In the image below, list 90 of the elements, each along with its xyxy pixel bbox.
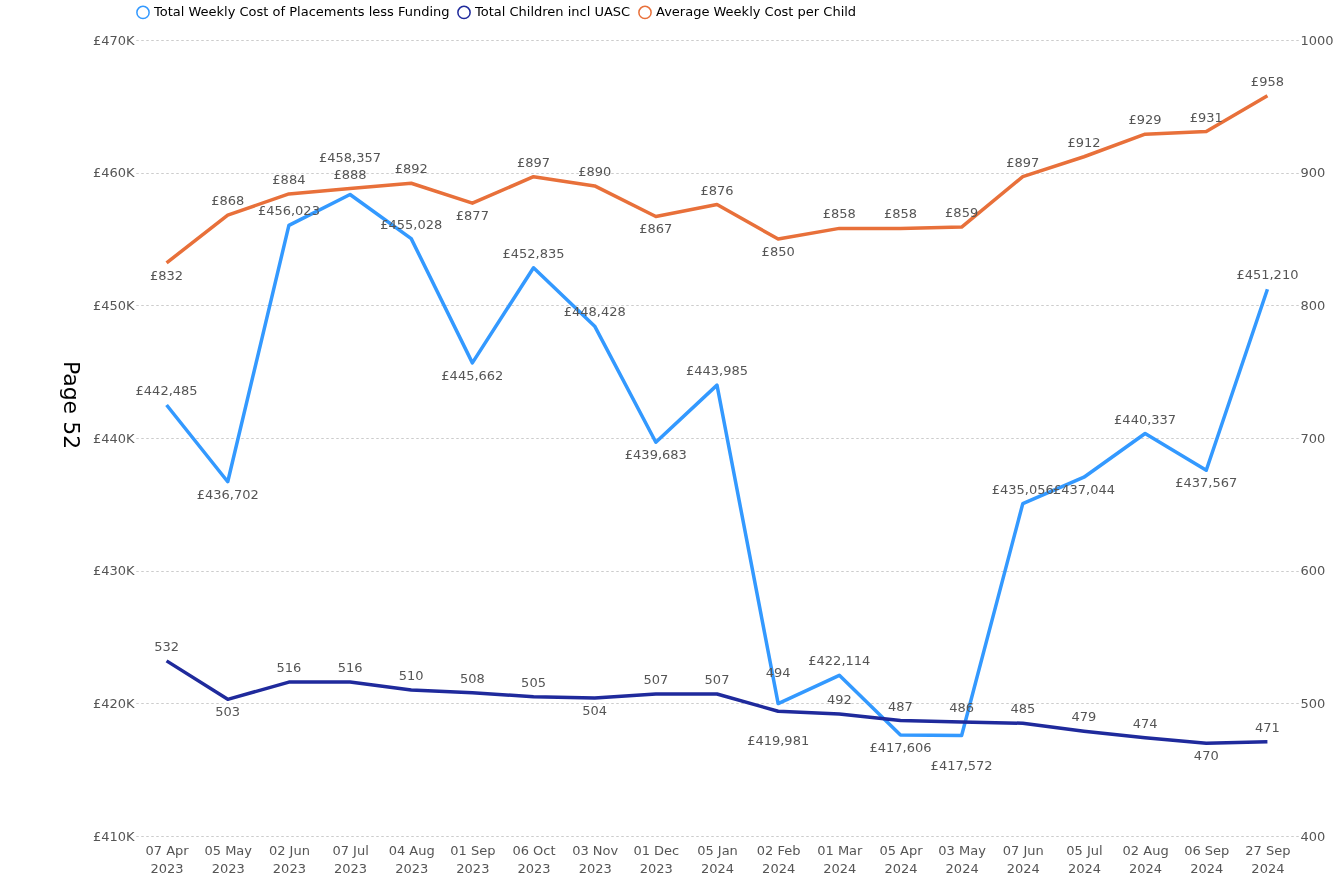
data-label: £440,337 xyxy=(1114,411,1177,427)
data-label: £890 xyxy=(578,163,612,179)
y2-tick-label: 700 xyxy=(1300,430,1326,446)
x-tick-label: 07 Apr 2023 xyxy=(145,842,190,876)
y-tick-label: £440K xyxy=(92,430,135,446)
x-tick-label: 05 Jan 2024 xyxy=(697,842,738,876)
line-series xyxy=(164,93,1270,265)
data-label: 532 xyxy=(154,638,179,654)
data-label: £436,702 xyxy=(196,486,259,502)
data-label: £435,056 xyxy=(991,481,1054,497)
data-label: £859 xyxy=(945,205,979,221)
y2-tick-label: 1000 xyxy=(1300,32,1334,48)
x-tick-label: 07 Jul 2023 xyxy=(332,842,369,876)
data-label: £858 xyxy=(883,206,918,222)
y2-tick-label: 800 xyxy=(1300,297,1326,313)
data-label: £929 xyxy=(1128,112,1162,128)
data-label: 516 xyxy=(337,660,363,676)
data-label: 485 xyxy=(1010,701,1036,717)
x-tick-label: 05 May 2023 xyxy=(204,842,253,876)
data-label: £912 xyxy=(1067,134,1101,150)
data-label: £868 xyxy=(211,193,245,209)
data-label: 492 xyxy=(826,691,852,707)
legend-label: Total Children incl UASC xyxy=(474,4,631,20)
x-tick-label: 05 Jul 2024 xyxy=(1066,842,1103,876)
x-tick-label: 01 Mar 2024 xyxy=(817,842,864,876)
data-label: 470 xyxy=(1193,748,1219,764)
x-tick-label: 03 Nov 2023 xyxy=(572,842,619,876)
data-label: £443,985 xyxy=(685,363,749,379)
data-label: £832 xyxy=(150,267,184,283)
x-tick-label: 06 Oct 2023 xyxy=(512,842,556,876)
data-label: £439,683 xyxy=(624,447,687,463)
data-label: £417,606 xyxy=(869,740,932,756)
data-label: 479 xyxy=(1071,709,1097,725)
x-tick-label: 02 Aug 2024 xyxy=(1122,842,1169,876)
data-label: 471 xyxy=(1255,719,1280,735)
y-tick-label: £410K xyxy=(92,828,135,844)
data-label: 508 xyxy=(459,670,485,686)
data-label: 516 xyxy=(276,660,302,676)
x-tick-label: 07 Jun 2024 xyxy=(1002,842,1044,876)
y2-tick-label: 500 xyxy=(1300,695,1326,711)
data-label: £858 xyxy=(822,206,856,222)
x-tick-label: 06 Sep 2024 xyxy=(1184,842,1230,876)
y-tick-label: £450K xyxy=(92,297,135,313)
data-label: £445,662 xyxy=(441,367,504,383)
x-tick-label: 01 Sep 2023 xyxy=(450,842,496,876)
x-tick-label: 04 Aug 2023 xyxy=(388,842,435,876)
y-tick-label: £420K xyxy=(92,695,135,711)
legend-label: Average Weekly Cost per Child xyxy=(656,4,857,20)
data-label: £437,044 xyxy=(1052,482,1115,498)
x-tick-label: 03 May 2024 xyxy=(938,842,987,876)
text: Page 52 xyxy=(59,360,84,450)
data-label: £458,357 xyxy=(319,150,382,166)
data-label: £452,835 xyxy=(502,245,565,261)
data-label: £417,572 xyxy=(930,757,993,773)
data-label: 505 xyxy=(521,674,546,690)
y-tick-label: £430K xyxy=(92,563,135,579)
data-label: £422,114 xyxy=(808,653,871,669)
data-label: £437,567 xyxy=(1175,475,1238,491)
y-tick-label: £470K xyxy=(92,32,135,48)
x-tick-label: 05 Apr 2024 xyxy=(879,842,924,876)
data-label: £892 xyxy=(394,161,428,177)
data-label: 503 xyxy=(215,704,241,720)
data-label: £888 xyxy=(333,166,367,182)
legend-label: Total Weekly Cost of Placements less Funding xyxy=(153,4,450,20)
y2-tick-label: 900 xyxy=(1300,165,1326,181)
data-label: £884 xyxy=(272,171,306,187)
data-label: £897 xyxy=(516,154,551,170)
data-label: £931 xyxy=(1189,109,1223,125)
x-tick-label: 27 Sep 2024 xyxy=(1245,842,1291,876)
data-label: 507 xyxy=(704,672,730,688)
x-tick-label: 02 Jun 2023 xyxy=(268,842,310,876)
data-label: 507 xyxy=(643,672,669,688)
data-label: 504 xyxy=(582,703,608,719)
data-label: £451,210 xyxy=(1236,267,1299,283)
data-label: 487 xyxy=(888,698,913,714)
y2-tick-label: 400 xyxy=(1300,828,1326,844)
y2-tick-label: 600 xyxy=(1300,563,1326,579)
data-label: £442,485 xyxy=(135,383,198,399)
data-label: 510 xyxy=(398,668,424,684)
y-tick-label: £460K xyxy=(92,165,135,181)
data-label: £419,981 xyxy=(747,732,810,748)
data-label: £958 xyxy=(1250,73,1284,89)
data-label: £876 xyxy=(700,182,734,198)
x-tick-label: 02 Feb 2024 xyxy=(756,842,801,876)
x-tick-label: 01 Dec 2023 xyxy=(633,842,680,876)
data-label: 474 xyxy=(1132,715,1158,731)
data-label: £897 xyxy=(1006,154,1040,170)
data-label: £877 xyxy=(455,208,489,224)
data-label: £867 xyxy=(639,221,673,237)
data-label: £850 xyxy=(761,244,795,259)
